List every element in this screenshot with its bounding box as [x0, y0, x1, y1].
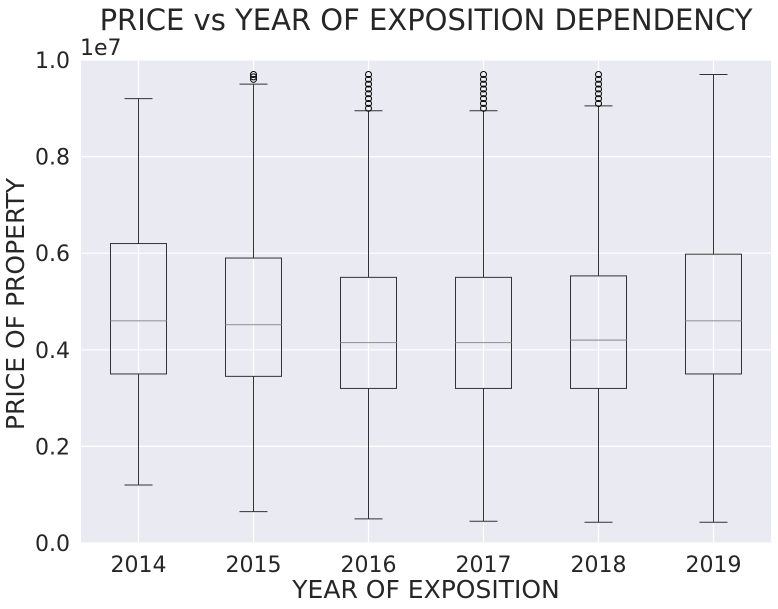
y-offset-label: 1e7: [80, 36, 122, 61]
y-tick-label: 0.8: [35, 146, 70, 171]
chart-title: PRICE vs YEAR OF EXPOSITION DEPENDENCY: [100, 3, 753, 37]
outlier-point: [365, 85, 372, 93]
y-tick-label: 0.0: [35, 532, 70, 557]
box-iqr: [570, 275, 627, 389]
outlier-point: [250, 75, 257, 83]
outlier-point: [365, 75, 372, 83]
x-tick-label: 2015: [226, 553, 282, 578]
outlier-point: [595, 99, 602, 107]
x-tick-label: 2016: [341, 553, 397, 578]
y-axis-label: PRICE OF PROPERTY: [1, 177, 30, 430]
y-tick-label: 0.4: [35, 339, 70, 364]
outlier-point: [595, 90, 602, 98]
outlier-point: [595, 75, 602, 83]
y-axis-ticks: 0.0 0.2 0.4 0.6 0.8 1.0: [35, 49, 70, 557]
box-iqr: [685, 253, 742, 375]
y-tick-label: 1.0: [35, 49, 70, 74]
outlier-point: [480, 90, 487, 98]
outlier-point: [595, 85, 602, 93]
outlier-point: [595, 95, 602, 103]
outlier-point: [365, 80, 372, 88]
x-tick-label: 2018: [571, 553, 627, 578]
outlier-point: [365, 95, 372, 103]
outlier-point: [365, 99, 372, 107]
x-axis-label: YEAR OF EXPOSITION: [291, 575, 559, 604]
outlier-point: [480, 75, 487, 83]
y-tick-label: 0.6: [35, 242, 70, 267]
outlier-point: [480, 70, 487, 78]
x-tick-label: 2017: [456, 553, 512, 578]
outlier-point: [595, 70, 602, 78]
box-series: [110, 70, 742, 523]
outlier-point: [250, 70, 257, 78]
x-axis-ticks: 2014 2015 2016 2017 2018 2019: [111, 553, 742, 578]
outlier-point: [480, 80, 487, 88]
x-tick-label: 2019: [686, 553, 742, 578]
outlier-point: [480, 95, 487, 103]
outlier-point: [480, 85, 487, 93]
box-iqr: [455, 276, 512, 389]
y-tick-label: 0.2: [35, 435, 70, 460]
box-iqr: [340, 276, 397, 389]
plot-area: [81, 60, 771, 543]
outlier-point: [365, 104, 372, 112]
outlier-point: [365, 90, 372, 98]
x-tick-label: 2014: [111, 553, 167, 578]
outlier-point: [595, 80, 602, 88]
outlier-point: [480, 104, 487, 112]
outlier-point: [250, 73, 257, 81]
box-iqr: [110, 243, 167, 375]
box-iqr: [225, 257, 282, 377]
outlier-point: [365, 70, 372, 78]
outlier-point: [480, 99, 487, 107]
